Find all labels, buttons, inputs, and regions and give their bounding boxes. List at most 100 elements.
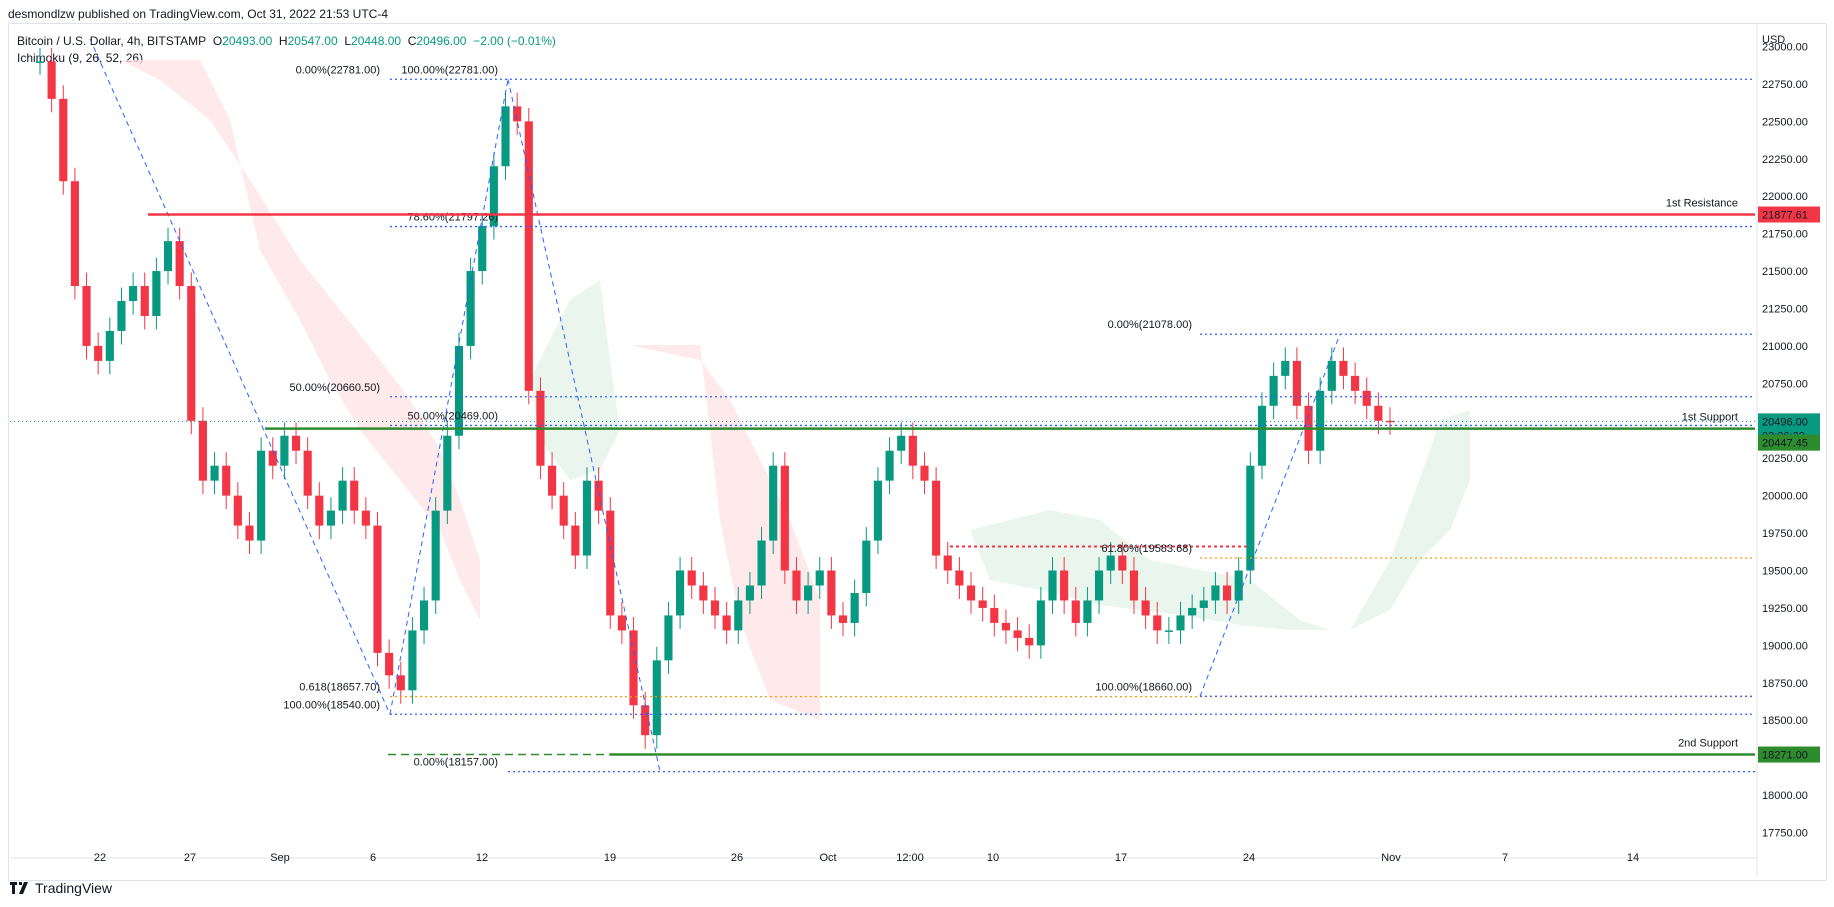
candle-body[interactable] — [897, 435, 906, 451]
candle-body[interactable] — [547, 465, 557, 496]
candle-body[interactable] — [140, 286, 149, 316]
candle-body[interactable] — [454, 345, 464, 436]
candle-body[interactable] — [676, 570, 685, 616]
candle-body[interactable] — [1281, 360, 1290, 376]
candle-body[interactable] — [303, 450, 312, 496]
candle-body[interactable] — [35, 61, 45, 63]
candle-body[interactable] — [582, 480, 592, 556]
candle-body[interactable] — [734, 600, 743, 631]
candle-body[interactable] — [978, 600, 987, 608]
candle-body[interactable] — [350, 480, 359, 511]
candle-body[interactable] — [955, 570, 964, 586]
candle-body[interactable] — [606, 510, 615, 616]
candle-body[interactable] — [629, 630, 638, 706]
candle-body[interactable] — [1094, 570, 1104, 601]
candle-body[interactable] — [617, 615, 626, 631]
candle-body[interactable] — [443, 435, 452, 511]
candle-body[interactable] — [385, 652, 394, 676]
candle-body[interactable] — [710, 600, 720, 616]
candle-body[interactable] — [291, 435, 301, 451]
candle-body[interactable] — [524, 121, 533, 391]
candle-body[interactable] — [1118, 555, 1127, 571]
candle-body[interactable] — [280, 435, 289, 466]
candle-body[interactable] — [1211, 585, 1220, 601]
candle-body[interactable] — [920, 465, 929, 481]
candle-body[interactable] — [838, 615, 848, 623]
candle-body[interactable] — [1234, 570, 1243, 601]
candle-body[interactable] — [47, 61, 56, 99]
candle-body[interactable] — [804, 585, 813, 601]
candle-body[interactable] — [1188, 607, 1197, 616]
candle-body[interactable] — [1071, 600, 1080, 623]
candle-body[interactable] — [105, 330, 114, 361]
candle-body[interactable] — [827, 570, 836, 616]
candle-body[interactable] — [175, 241, 184, 287]
candle-body[interactable] — [594, 480, 603, 511]
candle-body[interactable] — [326, 510, 336, 526]
candle-body[interactable] — [943, 555, 952, 571]
candle-body[interactable] — [163, 241, 173, 272]
candle-body[interactable] — [501, 106, 510, 167]
candle-body[interactable] — [722, 615, 731, 631]
candle-body[interactable] — [769, 465, 778, 541]
candle-body[interactable] — [1351, 375, 1360, 391]
candle-body[interactable] — [245, 525, 254, 541]
candle-body[interactable] — [1001, 622, 1011, 631]
candle-body[interactable] — [932, 480, 941, 556]
candle-body[interactable] — [59, 98, 68, 182]
candle-body[interactable] — [885, 450, 894, 481]
candle-body[interactable] — [1257, 405, 1267, 466]
candle-body[interactable] — [641, 705, 650, 736]
candle-body[interactable] — [396, 675, 405, 691]
candle-body[interactable] — [1036, 600, 1045, 646]
candle-body[interactable] — [1199, 600, 1208, 608]
candle-body[interactable] — [94, 345, 103, 361]
candle-body[interactable] — [210, 465, 219, 481]
candle-body[interactable] — [408, 630, 417, 691]
candle-body[interactable] — [513, 106, 522, 122]
candle-body[interactable] — [1164, 630, 1173, 632]
candle-body[interactable] — [187, 286, 196, 421]
candle-body[interactable] — [1246, 465, 1255, 571]
candle-body[interactable] — [1106, 555, 1115, 571]
candle-body[interactable] — [862, 540, 871, 593]
candle-body[interactable] — [233, 495, 242, 526]
candle-body[interactable] — [664, 615, 673, 661]
candle-body[interactable] — [478, 226, 487, 272]
candle-body[interactable] — [268, 450, 277, 466]
candle-body[interactable] — [1327, 360, 1336, 391]
candle-body[interactable] — [1362, 390, 1371, 406]
candle-body[interactable] — [1176, 615, 1185, 631]
candle-body[interactable] — [757, 540, 766, 586]
candle-body[interactable] — [652, 660, 661, 736]
candle-body[interactable] — [361, 510, 370, 526]
candle-body[interactable] — [222, 465, 231, 496]
candle-body[interactable] — [117, 301, 126, 331]
candle-body[interactable] — [815, 570, 824, 586]
candle-body[interactable] — [699, 585, 708, 601]
candle-body[interactable] — [908, 435, 917, 466]
candle-body[interactable] — [315, 495, 324, 526]
candle-body[interactable] — [1048, 570, 1057, 601]
candle-body[interactable] — [687, 570, 696, 586]
candle-body[interactable] — [1060, 570, 1069, 601]
candle-body[interactable] — [489, 166, 498, 227]
candle-body[interactable] — [990, 607, 999, 623]
candle-body[interactable] — [1153, 615, 1162, 631]
candle-body[interactable] — [850, 592, 859, 623]
candle-body[interactable] — [1339, 360, 1348, 376]
candle-body[interactable] — [780, 465, 789, 571]
candle-body[interactable] — [1292, 360, 1301, 406]
candle-body[interactable] — [1269, 375, 1278, 406]
candle-body[interactable] — [745, 585, 754, 601]
candle-body[interactable] — [152, 271, 161, 316]
candle-body[interactable] — [873, 480, 883, 541]
candle-body[interactable] — [1374, 405, 1383, 421]
candle-body[interactable] — [1222, 585, 1232, 601]
candle-body[interactable] — [966, 585, 976, 601]
candle-body[interactable] — [1129, 570, 1139, 601]
candle-body[interactable] — [82, 286, 91, 346]
candle-body[interactable] — [338, 480, 347, 511]
candle-body[interactable] — [559, 495, 568, 526]
